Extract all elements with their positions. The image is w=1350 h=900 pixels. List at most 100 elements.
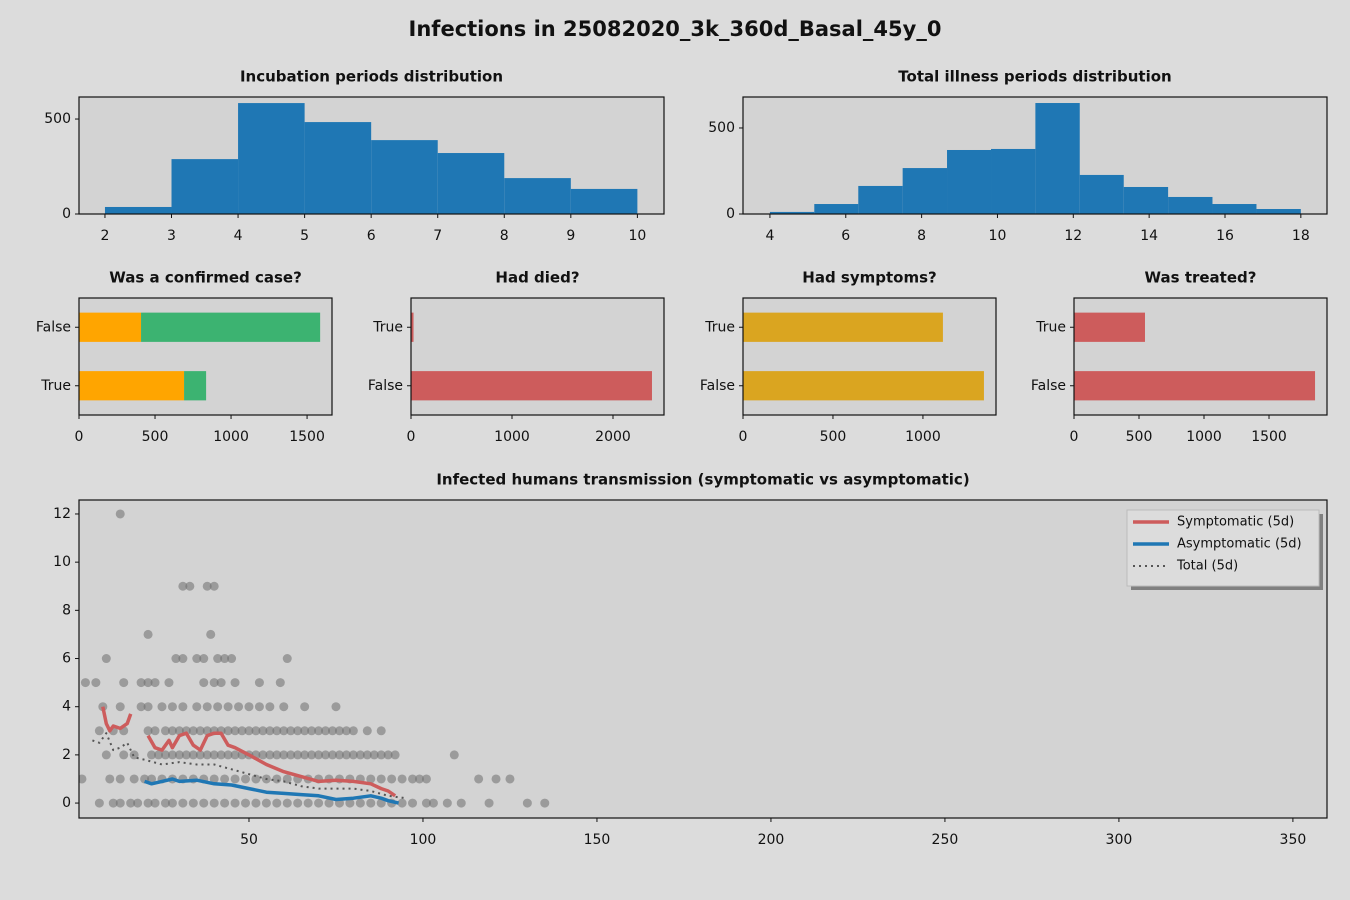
scatter-point [136, 678, 146, 688]
plot-area [79, 312, 321, 401]
y-tick-label: 8 [62, 602, 71, 618]
scatter-point [314, 750, 324, 760]
scatter-point [293, 750, 303, 760]
scatter-point [216, 678, 226, 688]
histogram-bar [858, 185, 903, 214]
x-tick-label: 2 [100, 228, 109, 244]
bar [79, 312, 142, 342]
scatter-point [188, 726, 198, 736]
axes-title: Infected humans transmission (symptomati… [436, 471, 969, 489]
x-tick-label: 16 [1216, 228, 1234, 244]
bar [411, 371, 652, 401]
scatter-point [456, 798, 466, 808]
y-tick-label: False [1031, 378, 1066, 394]
scatter-point [185, 581, 195, 591]
scatter-point [241, 798, 251, 808]
scatter-point [390, 750, 400, 760]
scatter-point [293, 726, 303, 736]
histogram-bar [371, 140, 438, 214]
scatter-point [300, 726, 310, 736]
scatter-point [174, 750, 184, 760]
scatter-point [376, 774, 386, 784]
scatter-point [223, 726, 233, 736]
y-tick-label: False [36, 319, 71, 335]
scatter-point [202, 750, 212, 760]
y-tick-label: 4 [62, 699, 71, 715]
scatter-point [300, 750, 310, 760]
scatter-point [171, 654, 181, 664]
scatter-point [206, 629, 216, 639]
scatter-point [421, 774, 431, 784]
bar [411, 312, 414, 342]
scatter-point [133, 798, 143, 808]
scatter-point [115, 702, 125, 712]
x-tick-label: 14 [1140, 228, 1158, 244]
scatter-point [213, 702, 223, 712]
scatter-point [223, 750, 233, 760]
scatter-point [237, 726, 247, 736]
x-tick-label: 500 [1126, 429, 1153, 445]
axes-frame [742, 96, 1328, 215]
scatter-point [369, 750, 379, 760]
x-tick-label: 150 [584, 832, 611, 848]
scatter-point [223, 702, 233, 712]
scatter-point [230, 798, 240, 808]
axes-frame [78, 96, 665, 215]
x-tick-label: 1500 [1251, 429, 1287, 445]
scatter-point [108, 798, 118, 808]
scatter-point [414, 774, 424, 784]
scatter-point [209, 798, 219, 808]
scatter-point [279, 726, 289, 736]
x-tick-label: 5 [300, 228, 309, 244]
x-tick-label: 200 [758, 832, 785, 848]
x-tick-label: 0 [1070, 429, 1079, 445]
scatter-point [327, 750, 337, 760]
histogram-bar [238, 103, 305, 214]
scatter-point [220, 798, 230, 808]
y-tick-label: 500 [44, 111, 71, 127]
scatter-point [484, 798, 494, 808]
scatter-point [408, 774, 418, 784]
y-tick-label: 6 [62, 651, 71, 667]
x-tick-label: 250 [932, 832, 959, 848]
scatter-point [300, 702, 310, 712]
scatter-point [397, 774, 407, 784]
histogram-bar [1079, 174, 1124, 214]
scatter-point [143, 629, 153, 639]
scatter-point [324, 798, 334, 808]
x-tick-label: 1000 [1186, 429, 1222, 445]
scatter-point [474, 774, 484, 784]
x-tick-label: 50 [240, 832, 258, 848]
y-tick-label: 0 [726, 206, 735, 222]
x-tick-label: 8 [917, 228, 926, 244]
scatter-point [334, 750, 344, 760]
scatter-point [522, 798, 532, 808]
x-tick-label: 4 [765, 228, 774, 244]
x-tick-label: 0 [407, 429, 416, 445]
scatter-point [150, 798, 160, 808]
scatter-point [202, 581, 212, 591]
scatter-point [272, 798, 282, 808]
scatter-point [376, 750, 386, 760]
scatter-point [272, 750, 282, 760]
scatter-point [251, 774, 261, 784]
y-tick-label: 10 [53, 554, 71, 570]
scatter-point [80, 678, 90, 688]
scatter-point [286, 750, 296, 760]
scatter-point [157, 702, 167, 712]
legend-label: Symptomatic (5d) [1177, 515, 1294, 530]
scatter-point [209, 678, 219, 688]
scatter-point [341, 726, 351, 736]
scatter-point [265, 726, 275, 736]
scatter-point [387, 774, 397, 784]
scatter-point [202, 702, 212, 712]
scatter-point [230, 750, 240, 760]
scatter-point [94, 726, 104, 736]
scatter-point [220, 774, 230, 784]
scatter-point [209, 581, 219, 591]
axes-title: Incubation periods distribution [240, 68, 503, 86]
scatter-point [254, 678, 264, 688]
bar [743, 312, 943, 342]
